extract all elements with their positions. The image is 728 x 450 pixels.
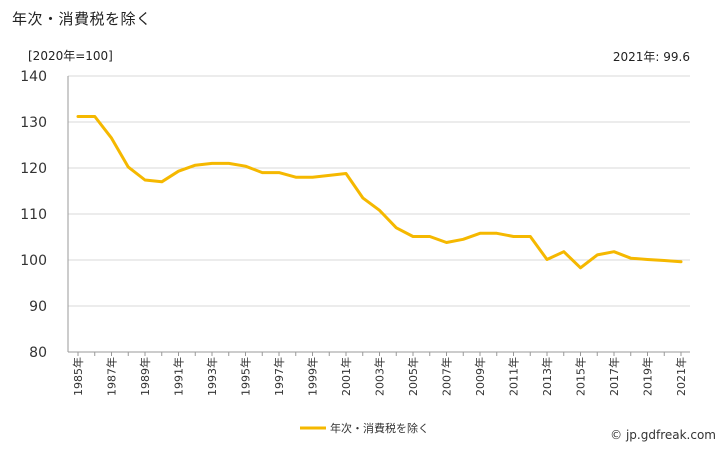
x-tick-label: 2005年 — [406, 357, 420, 396]
grid-lines — [67, 75, 690, 353]
x-tick-label: 1989年 — [138, 357, 152, 396]
series-group — [76, 115, 683, 270]
y-tick-label: 100 — [20, 253, 47, 269]
x-tick-label: 1991年 — [172, 357, 186, 396]
x-tick-label: 1985年 — [71, 357, 85, 396]
source-credit: © jp.gdfreak.com — [610, 428, 716, 442]
x-tick-label: 1999年 — [306, 357, 320, 396]
x-tick-label: 2011年 — [507, 357, 521, 396]
x-tick-label: 2003年 — [373, 357, 387, 396]
x-tick-label: 2001年 — [339, 357, 353, 396]
x-tick-label: 2017年 — [607, 357, 621, 396]
x-tick-label: 2015年 — [574, 357, 588, 396]
x-tick-label: 2007年 — [440, 357, 454, 396]
x-tick-label: 2021年 — [674, 357, 688, 396]
y-tick-label: 140 — [20, 69, 47, 85]
y-tick-label: 90 — [29, 299, 47, 315]
x-tick-label: 1993年 — [205, 357, 219, 396]
legend-label: 年次・消費税を除く — [330, 421, 429, 435]
legend: 年次・消費税を除く — [300, 421, 429, 435]
x-tick-label: 2009年 — [473, 357, 487, 396]
latest-value-label: 2021年: 99.6 — [612, 50, 690, 64]
unit-label: [2020年=100] — [28, 49, 113, 63]
x-tick-label: 1997年 — [272, 357, 286, 396]
y-axis: 80 90 100 110 120 130 140 — [20, 69, 47, 361]
y-tick-label: 130 — [20, 115, 47, 131]
y-tick-label: 110 — [20, 207, 47, 223]
series-line — [76, 115, 683, 270]
chart-title: 年次・消費税を除く — [12, 10, 152, 28]
x-tick-label: 2013年 — [540, 357, 554, 396]
x-tick-label: 1995年 — [239, 357, 253, 396]
x-tick-label: 2019年 — [641, 357, 655, 396]
x-axis: 1985年 1987年 1989年 1991年 1993年 1995年 1997年 1999年… — [71, 352, 688, 396]
x-tick-label: 1987年 — [105, 357, 119, 396]
y-tick-label: 120 — [20, 161, 47, 177]
y-tick-label: 80 — [29, 345, 47, 361]
